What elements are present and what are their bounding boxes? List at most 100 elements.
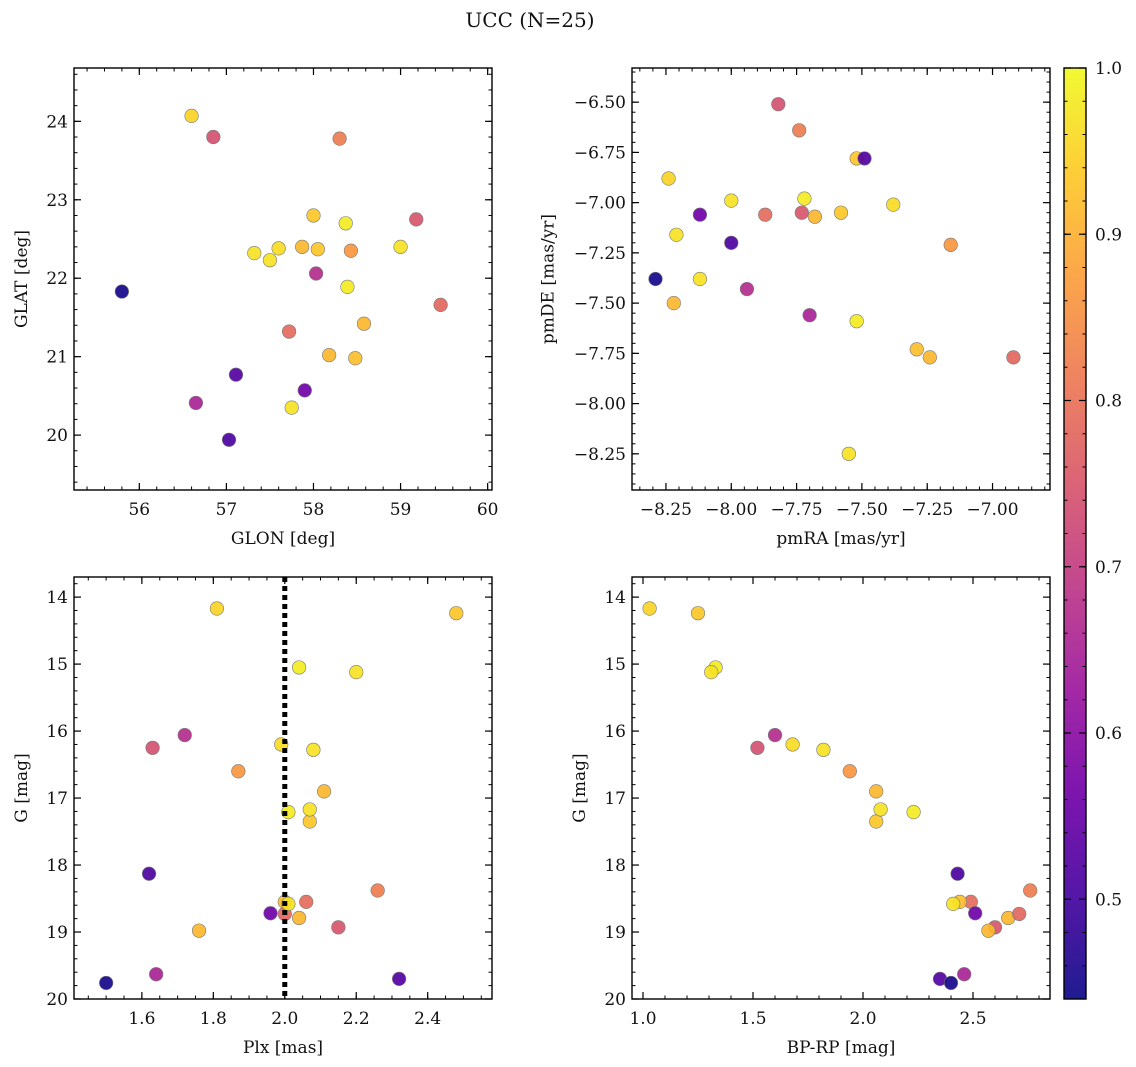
scatter-point: [922, 350, 937, 365]
scatter-point: [281, 324, 297, 339]
scatter-point: [343, 243, 359, 258]
scatter-point: [302, 814, 317, 829]
y-axis-label: G [mag]: [12, 753, 32, 822]
scatter-point: [370, 883, 385, 898]
scatter-point: [310, 242, 325, 257]
scatter-point: [771, 97, 786, 112]
scatter-point: [750, 740, 765, 755]
colorbar-tick-label: 0.9: [1095, 225, 1122, 245]
colorbar-gradient: [1064, 68, 1086, 999]
y-tick-label: 20: [46, 426, 68, 446]
scatter-point: [849, 314, 864, 329]
scatter-point: [392, 971, 407, 987]
panel-1: 56 57 58 59 60 20 21 22 23 24 GLON [deg] GLAT [deg]: [12, 67, 499, 549]
scatter-point: [957, 967, 972, 982]
scatter-point: [968, 906, 983, 921]
scatter-point: [724, 235, 739, 250]
scatter-point: [149, 967, 164, 982]
y-tick-label: 14: [46, 588, 68, 608]
scatter-point: [393, 239, 408, 254]
x-tick-label: −7.75: [771, 500, 823, 520]
scatter-point: [331, 920, 346, 935]
y-tick-label: −8.00: [574, 395, 626, 415]
x-tick-label: −8.25: [640, 500, 692, 520]
scatter-point: [145, 740, 160, 755]
scatter-point: [690, 606, 706, 621]
y-tick-label: 20: [46, 990, 68, 1010]
x-tick-label: 1.8: [200, 1009, 227, 1029]
y-tick-label: 15: [46, 655, 68, 675]
axes-frame: [73, 576, 493, 1000]
scatter-point: [1012, 906, 1027, 922]
colorbar: 0.5 0.6 0.7 0.8 0.9 1.0: [1063, 59, 1122, 1000]
y-tick-label: −6.75: [574, 143, 626, 163]
scatter-point: [704, 665, 719, 680]
axes-frame: [631, 576, 1051, 1000]
scatter-point: [271, 241, 286, 256]
scatter-point: [692, 271, 708, 287]
colorbar-frame: [1063, 67, 1087, 1000]
scatter-point: [141, 866, 157, 881]
scatter-point: [724, 193, 739, 208]
scatter-point: [114, 284, 129, 299]
x-tick-label: −7.25: [901, 500, 953, 520]
x-tick-label: 1.6: [128, 1009, 155, 1029]
scatter-point: [692, 207, 708, 222]
colorbar-tick-label: 0.6: [1095, 724, 1122, 744]
y-tick-label: 17: [604, 789, 626, 809]
scatter-point: [950, 866, 965, 881]
scatter-point: [308, 266, 324, 281]
scatter-point: [221, 432, 237, 447]
scatter-point: [316, 784, 332, 799]
scatter-point: [348, 351, 363, 366]
scatter-point: [869, 784, 884, 799]
scatter-point: [284, 400, 299, 415]
scatter-point: [332, 131, 347, 146]
colorbar-tick-label: 1.0: [1095, 59, 1122, 79]
scatter-point: [886, 197, 901, 212]
panel-3: 1.6 1.8 2.0 2.2 2.4 14 15 16 17 18 19 20 Plx [mas] G …: [12, 576, 493, 1058]
scatter-point: [99, 975, 114, 991]
scatter-point: [841, 446, 856, 461]
x-tick-label: −8.00: [705, 500, 757, 520]
scatter-point: [184, 108, 199, 123]
y-tick-label: 15: [604, 655, 626, 675]
x-tick-label: −7.50: [836, 500, 888, 520]
scatter-point: [349, 665, 364, 680]
y-axis-label: GLAT [deg]: [12, 230, 32, 328]
x-axis-label: Plx [mas]: [243, 1038, 323, 1058]
scatter-point: [946, 896, 961, 911]
scatter-points: [114, 108, 448, 447]
scatter-point: [642, 601, 657, 616]
y-tick-label: 14: [604, 588, 626, 608]
x-tick-label: 57: [216, 500, 238, 520]
scatter-point: [206, 129, 221, 145]
x-tick-label: 60: [477, 500, 499, 520]
scatter-point: [262, 253, 278, 268]
scatter-point: [291, 660, 307, 675]
panel-2: −8.25 −8.00 −7.75 −7.50 −7.25 −7.00 −8.25 −8.00…: [539, 67, 1051, 549]
figure-title: UCC (N=25): [465, 8, 594, 32]
scatter-point: [909, 342, 924, 357]
x-tick-label: 1.5: [739, 1009, 766, 1029]
y-tick-label: 24: [46, 112, 68, 132]
scatter-point: [906, 805, 921, 820]
scatter-point: [188, 395, 204, 411]
y-tick-label: 23: [46, 191, 68, 211]
scatter-point: [449, 606, 464, 621]
panel-4: 1.0 1.5 2.0 2.5 14 15 16 17 18 19 20 BP-RP [mag] G […: [570, 576, 1051, 1058]
y-axis-label: G [mag]: [570, 753, 590, 822]
scatter-point: [833, 205, 849, 220]
scatter-point: [1023, 883, 1038, 898]
scatter-point: [739, 281, 755, 297]
x-axis-label: GLON [deg]: [231, 529, 335, 549]
x-tick-label: 2.2: [343, 1009, 370, 1029]
scatter-point: [981, 923, 996, 938]
scatter-point: [857, 151, 872, 166]
scatter-point: [291, 910, 307, 926]
scatter-point: [356, 316, 372, 331]
scatter-point: [842, 764, 857, 779]
scatter-point: [322, 347, 337, 363]
colorbar-tick-label: 0.8: [1095, 392, 1122, 412]
